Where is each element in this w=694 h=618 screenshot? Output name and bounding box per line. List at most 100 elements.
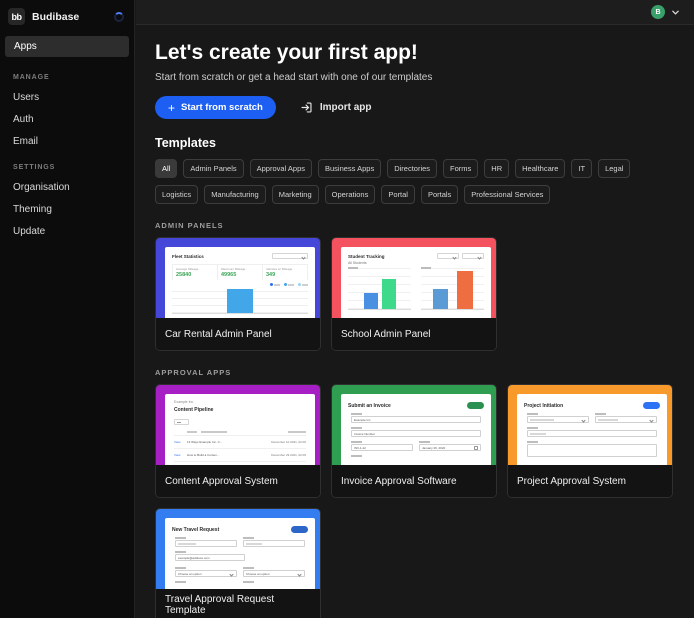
filter-chip-portals[interactable]: Portals — [420, 185, 459, 204]
thumb-title: New Travel Request — [172, 526, 220, 533]
thumb-dropdown — [462, 253, 484, 259]
plus-icon: + — [168, 100, 176, 115]
template-card-name: Project Approval System — [508, 465, 672, 497]
thumb-bar-chart — [172, 288, 308, 314]
filter-chip-healthcare[interactable]: Healthcare — [515, 159, 566, 178]
main-content: Let's create your first app! Start from … — [136, 26, 694, 618]
thumb-filter-button — [174, 419, 189, 425]
thumb-select — [595, 416, 657, 423]
invoice-approval-thumbnail: Submit an Invoice Example Inc Invoice Nu… — [332, 385, 496, 465]
car-rental-thumbnail: Fleet Statistics Average Mileage 25840 Ma… — [156, 238, 320, 318]
thumb-bar-charts — [348, 267, 484, 310]
thumb-input — [175, 540, 237, 547]
budibase-logo-icon: bb — [8, 8, 25, 25]
sidebar-section-label: SETTINGS — [13, 164, 56, 171]
thumb-input — [527, 430, 657, 437]
section-label-admin-panels: ADMIN PANELS — [155, 221, 224, 230]
template-card-name: Car Rental Admin Panel — [156, 318, 320, 350]
filter-chip-forms[interactable]: Forms — [443, 159, 479, 178]
action-buttons-row: + Start from scratch Import app — [155, 96, 694, 119]
sidebar-section-label: MANAGE — [13, 74, 50, 81]
import-app-button[interactable]: Import app — [300, 101, 372, 114]
thumb-input: Invoice Number — [351, 430, 481, 437]
sidebar-item-theming[interactable]: Theming — [13, 204, 52, 215]
sidebar: bb Budibase Apps MANAGE Users Auth Email SET… — [0, 0, 135, 618]
page-subtitle: Start from scratch or get a head start w… — [155, 72, 433, 83]
thumb-company: Example Inc — [174, 400, 194, 404]
thumb-textarea — [527, 444, 657, 457]
thumb-save-button — [643, 402, 660, 409]
topbar: B — [136, 0, 694, 25]
thumb-input: Example Inc — [351, 416, 481, 423]
sidebar-sections: MANAGE Users Auth Email SETTINGS Organisation… — [0, 74, 134, 237]
start-from-scratch-button[interactable]: + Start from scratch — [155, 96, 276, 119]
filter-chip-logistics[interactable]: Logistics — [155, 185, 199, 204]
thumb-subtitle: All Students — [348, 261, 367, 265]
project-approval-thumbnail: Project Initiation — [508, 385, 672, 465]
filter-chip-portal[interactable]: Portal — [381, 185, 415, 204]
template-card-name: Content Approval System — [156, 465, 320, 497]
template-card-name: Invoice Approval Software — [332, 465, 496, 497]
thumb-date-input: January 26, 2022 — [419, 444, 481, 451]
thumb-input: INV-1-12 — [351, 444, 413, 451]
filter-chip-marketing[interactable]: Marketing — [271, 185, 319, 204]
thumb-email-input: example@address.com — [175, 554, 245, 561]
sidebar-item-organisation[interactable]: Organisation — [13, 182, 70, 193]
filter-chip-admin-panels[interactable]: Admin Panels — [183, 159, 244, 178]
approval-apps-cards-row: Example Inc Content Pipeline View 13 Way… — [155, 384, 685, 618]
chevron-down-icon[interactable] — [671, 8, 680, 17]
user-avatar[interactable]: B — [651, 5, 665, 19]
thumb-table: View 13 Ways Example Inc. C... December … — [174, 429, 306, 462]
thumb-input — [243, 540, 305, 547]
filter-chip-all[interactable]: All — [155, 159, 178, 178]
travel-approval-thumbnail: New Travel Request — [156, 509, 320, 589]
template-card-car-rental-admin-panel[interactable]: Fleet Statistics Average Mileage 25840 Ma… — [155, 237, 321, 351]
sidebar-item-auth[interactable]: Auth — [13, 114, 34, 125]
template-card-project-approval-system[interactable]: Project Initiation — [507, 384, 673, 498]
filter-chip-approval-apps[interactable]: Approval Apps — [249, 159, 312, 178]
sidebar-item-update[interactable]: Update — [13, 226, 46, 237]
thumb-title: Content Pipeline — [174, 407, 214, 413]
filter-chip-legal[interactable]: Legal — [598, 159, 631, 178]
page-title: Let's create your first app! — [155, 41, 418, 64]
filter-chip-directories[interactable]: Directories — [387, 159, 438, 178]
thumb-select — [527, 416, 589, 423]
section-label-approval-apps: APPROVAL APPS — [155, 368, 232, 377]
sidebar-item-apps[interactable]: Apps — [5, 36, 129, 57]
filter-chips: All Admin Panels Approval Apps Business App… — [155, 159, 675, 204]
brand-title: Budibase — [32, 10, 80, 23]
thumb-select: Choose an option — [175, 570, 237, 577]
logo-row: bb Budibase — [0, 0, 134, 29]
template-card-school-admin-panel[interactable]: Student Tracking All Students — [331, 237, 497, 351]
thumb-title: Submit an Invoice — [348, 402, 391, 409]
thumb-select: Choose an option — [243, 570, 305, 577]
thumb-title: Fleet Statistics — [172, 253, 204, 259]
thumb-stats: Average Mileage 25840 Maximum Mileage 4996… — [172, 264, 308, 280]
school-thumbnail: Student Tracking All Students — [332, 238, 496, 318]
calendar-icon — [474, 446, 478, 450]
thumb-dropdown — [272, 253, 308, 259]
template-card-name: School Admin Panel — [332, 318, 496, 350]
filter-chip-operations[interactable]: Operations — [324, 185, 376, 204]
sidebar-item-users[interactable]: Users — [13, 92, 40, 103]
thumb-dropdown — [437, 253, 459, 259]
template-card-name: Travel Approval Request Template — [156, 589, 320, 618]
templates-heading: Templates — [155, 136, 216, 150]
filter-chip-it[interactable]: IT — [571, 159, 593, 178]
thumb-title: Project Initiation — [524, 402, 564, 409]
filter-chip-manufacturing[interactable]: Manufacturing — [204, 185, 266, 204]
filter-chip-business-apps[interactable]: Business Apps — [318, 159, 382, 178]
template-card-travel-approval-request[interactable]: New Travel Request — [155, 508, 321, 618]
loading-spinner-icon — [114, 11, 124, 22]
filter-chip-hr[interactable]: HR — [484, 159, 510, 178]
thumb-title: Student Tracking — [348, 253, 385, 259]
sidebar-item-email[interactable]: Email — [13, 136, 39, 147]
filter-chip-professional-services[interactable]: Professional Services — [464, 185, 551, 204]
thumb-submit-button — [467, 402, 484, 409]
admin-panels-cards-row: Fleet Statistics Average Mileage 25840 Ma… — [155, 237, 685, 351]
thumb-chart-legend — [165, 283, 308, 286]
template-card-content-approval-system[interactable]: Example Inc Content Pipeline View 13 Way… — [155, 384, 321, 498]
template-card-invoice-approval-software[interactable]: Submit an Invoice Example Inc Invoice Nu… — [331, 384, 497, 498]
thumb-save-button — [291, 526, 308, 533]
content-approval-thumbnail: Example Inc Content Pipeline View 13 Way… — [156, 385, 320, 465]
